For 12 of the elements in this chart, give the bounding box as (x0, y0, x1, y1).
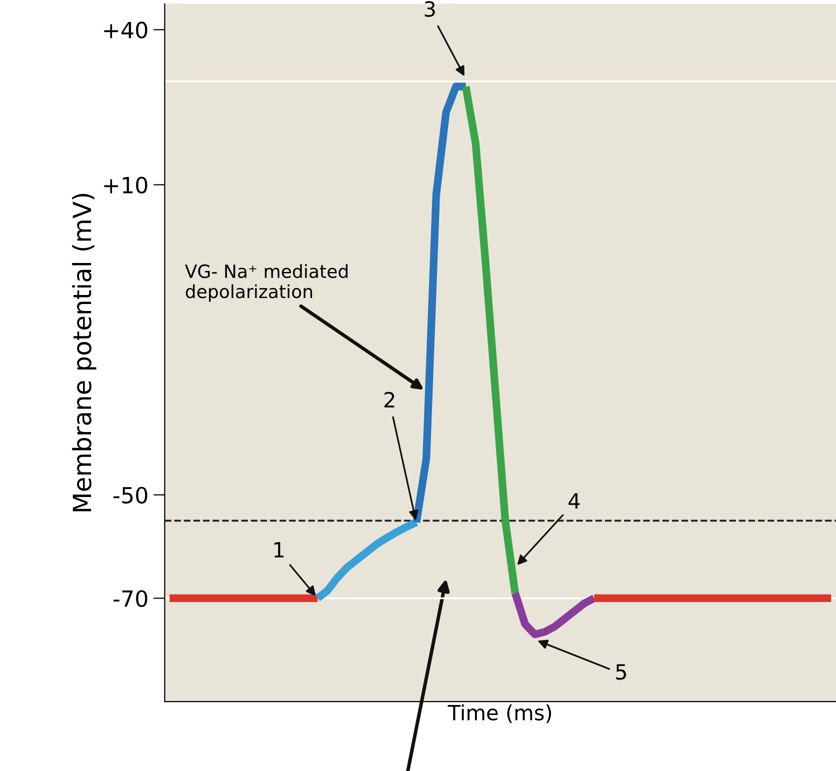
y-tick-label: -50 (114, 486, 148, 504)
annotation: 2 (384, 392, 394, 408)
y-tick-label: +10 (104, 176, 148, 194)
annotation: 5 (616, 664, 626, 680)
annotation: 3 (424, 1, 435, 17)
annotation: 4 (568, 493, 580, 508)
y-axis-title: Membrane potential (mV) (72, 194, 96, 512)
y-tick-label: +40 (104, 22, 148, 38)
y-tick-label: -70 (114, 590, 148, 607)
annotation: VG- Na⁺ mediated depolarization (184, 264, 348, 302)
annotation: 1 (274, 542, 284, 558)
x-axis-title: Time (ms) (448, 704, 552, 723)
